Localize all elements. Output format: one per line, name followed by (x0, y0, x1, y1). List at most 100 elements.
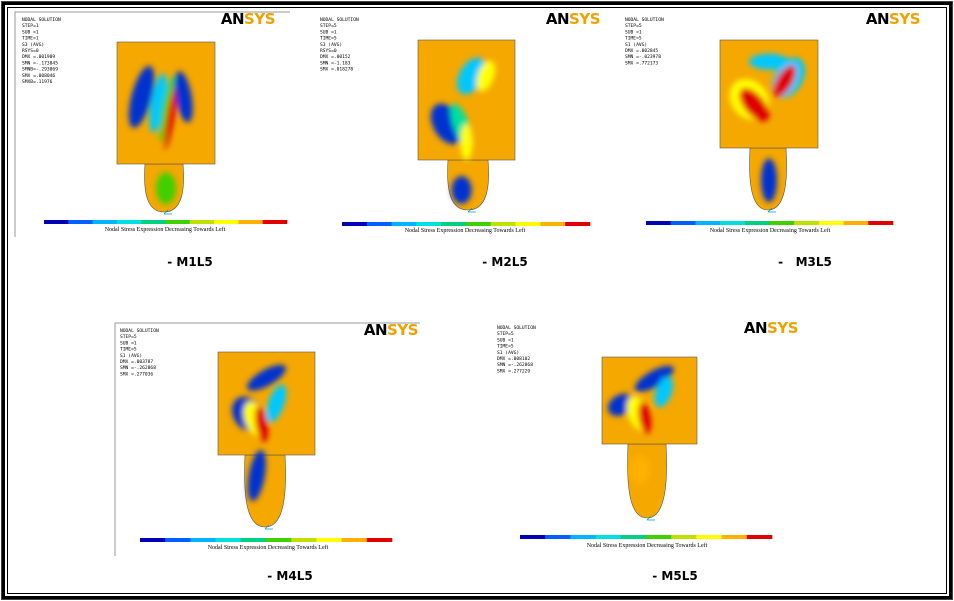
contour-blob (174, 71, 193, 123)
panel-label: - M5L5 (652, 569, 697, 583)
logo-part: AN (744, 319, 767, 337)
contours (232, 364, 287, 502)
colorbar-segment (565, 222, 591, 226)
colorbar-segment (366, 538, 393, 542)
colorbar-segment (695, 221, 721, 225)
logo-part: AN (866, 10, 889, 28)
header-line: SMN =-1.183 (320, 60, 351, 66)
header-line: TIME=5 (625, 36, 642, 42)
colorbar-segment (165, 538, 191, 542)
header-line: SMXB=.11976 (22, 79, 53, 85)
panel-border (114, 322, 420, 556)
header-line: TIME=5 (120, 347, 137, 353)
header-line: SMX =.277036 (120, 371, 153, 377)
header-line: NODAL SOLUTION (497, 325, 536, 331)
header-line: DMX =.00152 (320, 54, 351, 60)
colorbar-segment (545, 535, 571, 539)
header-line: DMX =.002845 (625, 48, 658, 54)
logo-part: AN (546, 10, 569, 28)
header-line: DMX =.008102 (497, 356, 530, 362)
axis-triad (163, 209, 172, 215)
contour-blob (247, 449, 266, 502)
panel-label: - M4L5 (267, 569, 312, 583)
colorbar-segment (316, 538, 342, 542)
colorbar-segment (266, 538, 292, 542)
panel-label: - M1L5 (167, 255, 212, 269)
panel-border (14, 11, 290, 237)
colorbar-segment (490, 222, 516, 226)
axis-triad (767, 207, 776, 213)
contour-blob (773, 64, 797, 98)
header-line: S1 (AVG) (625, 42, 647, 48)
colorbar-segment (366, 222, 392, 226)
colorbar-segment (670, 221, 696, 225)
contours (128, 65, 193, 205)
header-line: RSYS=0 (22, 48, 39, 54)
colorbar-segment (240, 538, 267, 542)
header-line: STEP=5 (320, 23, 337, 29)
logo-part: AN (221, 10, 244, 28)
header-line: SUB =1 (320, 29, 337, 35)
colorbar-segment (520, 535, 546, 539)
colorbar-segment (721, 535, 748, 539)
header-line: TIME=5 (320, 36, 337, 42)
colorbar-segment (116, 220, 142, 224)
logo-part: SYS (244, 10, 275, 28)
logo-part: SYS (767, 319, 798, 337)
header-line: SMX =.277229 (497, 368, 530, 374)
header-line: STEP=1 (22, 23, 39, 29)
contour-blob (761, 158, 777, 203)
colorbar-segment (769, 221, 795, 225)
logo-part: AN (364, 321, 387, 339)
contour-blob (630, 456, 650, 485)
contour-blob (128, 65, 155, 128)
header-line: STEP=5 (120, 334, 137, 340)
header-line: NODAL SOLUTION (625, 17, 664, 23)
colorbar-segment (515, 222, 541, 226)
colorbar-segment (291, 538, 317, 542)
colorbar-segment (341, 538, 368, 542)
colorbar-segment (416, 222, 442, 226)
contour-blob (156, 172, 176, 205)
contour-blob (460, 124, 473, 160)
axis-triad (646, 515, 655, 521)
root-shape (627, 443, 667, 519)
colorbar-segment (262, 220, 288, 224)
colorbar-segment (214, 220, 239, 224)
colorbar-segment (671, 535, 697, 539)
header-line: SMX =.018278 (320, 67, 353, 73)
colorbar-segment (68, 220, 93, 224)
colorbar-caption: Nodal Stress Expression Decreasing Towar… (405, 227, 526, 234)
contour-blob (254, 406, 269, 442)
header-line: DMX =.003787 (120, 359, 153, 365)
logo-part: SYS (387, 321, 418, 339)
colorbar-segment (646, 535, 672, 539)
colorbar-segment (141, 220, 166, 224)
colorbar-segment (466, 222, 492, 226)
colorbar-caption: Nodal Stress Expression Decreasing Towar… (208, 544, 329, 551)
colorbar-segment (794, 221, 820, 225)
header-line: SUB =1 (22, 29, 39, 35)
axis-triad (467, 207, 476, 213)
colorbar-segment (595, 535, 622, 539)
panel-label: - M3L5 (778, 255, 832, 269)
ansys-logo: ANSYS (546, 10, 600, 28)
contours (729, 53, 805, 203)
header-line: SMN =-.262868 (120, 365, 156, 371)
ansys-logo: ANSYS (221, 10, 275, 28)
colorbar-segment (215, 538, 242, 542)
header-line: SMNB=-.293069 (22, 67, 58, 73)
contour-blob (634, 365, 674, 392)
header-line: SMN =-.173845 (22, 60, 58, 66)
header-line: NODAL SOLUTION (320, 17, 359, 23)
contour-blob (654, 376, 674, 408)
logo-part: SYS (569, 10, 600, 28)
contour-blob (739, 88, 770, 122)
header-line: NODAL SOLUTION (22, 17, 61, 23)
colorbar-segment (540, 222, 566, 226)
header-line: SUB =1 (120, 340, 137, 346)
